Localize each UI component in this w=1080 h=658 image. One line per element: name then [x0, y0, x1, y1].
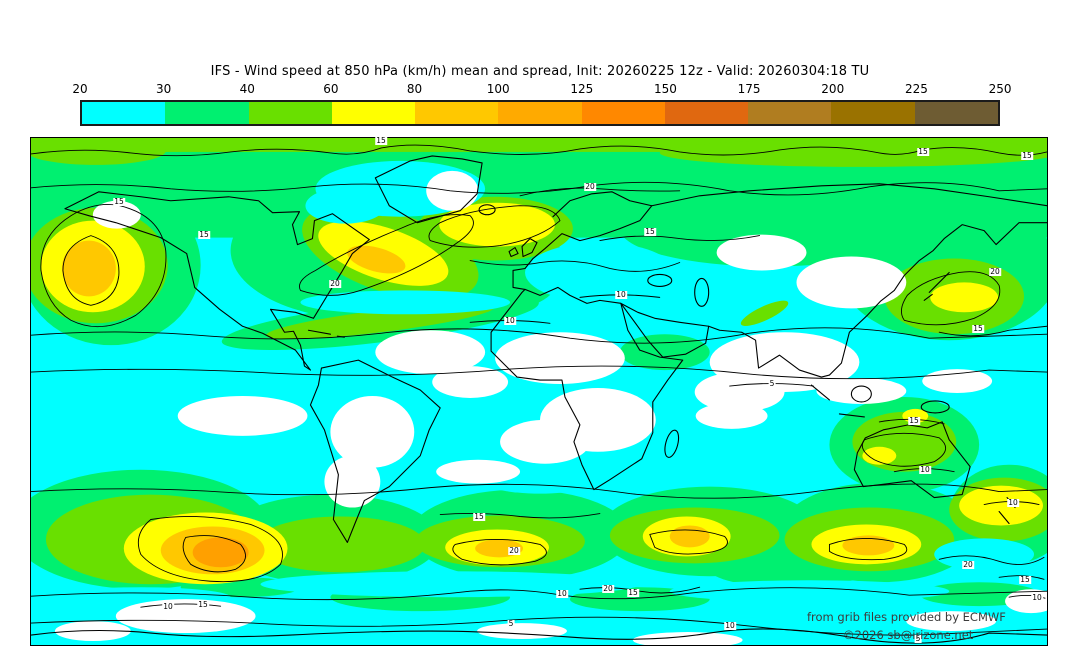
colorbar-cell — [248, 102, 332, 124]
colorbar-cell — [581, 102, 665, 124]
colorbar-tick-label: 20 — [72, 82, 88, 96]
colorbar-cell — [748, 102, 832, 124]
world-map — [30, 137, 1048, 646]
colorbar-tick-label: 175 — [737, 82, 761, 96]
attribution-copyright: ©2026 sb@irizone.net — [843, 628, 974, 642]
colorbar-cell — [498, 102, 582, 124]
map-canvas — [31, 138, 1047, 645]
colorbar-tick-label: 100 — [486, 82, 510, 96]
colorbar-tick-label: 40 — [239, 82, 255, 96]
colorbar-tick-label: 125 — [570, 82, 594, 96]
attribution-source: from grib files provided by ECMWF — [807, 610, 1006, 624]
colorbar-cell — [664, 102, 749, 124]
colorbar-ticks: 20 30 40 60 80 100 125 150 175 200 225 250 — [72, 82, 1011, 96]
colorbar-tick-label: 200 — [821, 82, 845, 96]
colorbar-tick-label: 225 — [904, 82, 928, 96]
colorbar-cells — [80, 100, 1000, 126]
colorbar-tick-label: 80 — [406, 82, 423, 96]
colorbar-cell — [914, 102, 998, 124]
colorbar-cell — [165, 102, 249, 124]
colorbar-cell — [415, 102, 499, 124]
colorbar-tick-label: 150 — [654, 82, 677, 96]
coastlines-layer — [31, 155, 1047, 644]
colorbar-cell — [831, 102, 915, 124]
colorbar-tick-label: 60 — [323, 82, 339, 96]
wind-field-layer — [31, 138, 1047, 645]
colorbar-tick-label: 250 — [988, 82, 1012, 96]
colorbar-cell — [331, 102, 416, 124]
contour-lines-layer — [31, 144, 1047, 636]
page-title: IFS - Wind speed at 850 hPa (km/h) mean … — [210, 64, 870, 79]
colorbar-cell — [82, 102, 166, 124]
colorbar-tick-label: 30 — [155, 82, 172, 96]
